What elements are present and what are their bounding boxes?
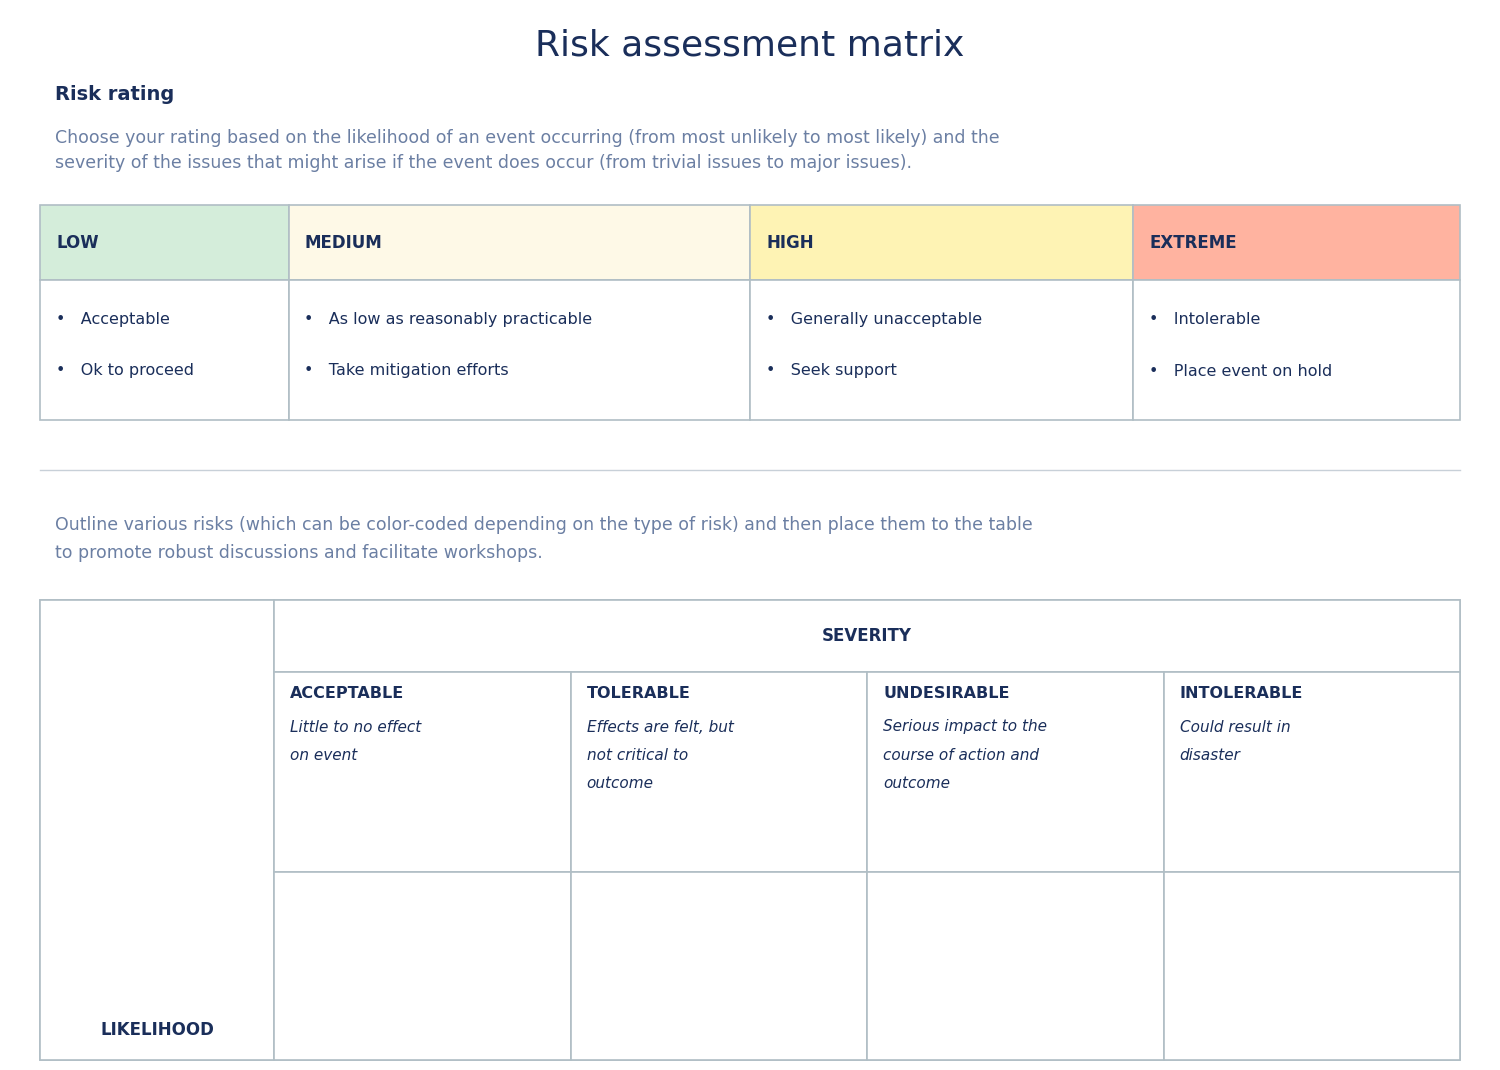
Text: Choose your rating based on the likelihood of an event occurring (from most unli: Choose your rating based on the likeliho… [56,129,999,147]
Text: •   Generally unacceptable: • Generally unacceptable [766,311,982,326]
Text: •   Take mitigation efforts: • Take mitigation efforts [304,364,508,379]
Bar [40,600,1460,1060]
Text: Could result in: Could result in [1179,719,1290,734]
Bar [1134,205,1460,280]
Bar [570,872,867,1060]
Bar [40,280,288,421]
Text: TOLERABLE: TOLERABLE [586,687,690,702]
Text: Risk rating: Risk rating [56,86,174,105]
Text: course of action and: course of action and [884,748,1040,763]
Bar [274,872,570,1060]
Text: HIGH: HIGH [766,233,813,251]
Text: outcome: outcome [586,776,654,791]
Text: Outline various risks (which can be color-coded depending on the type of risk) a: Outline various risks (which can be colo… [56,516,1032,534]
Text: •   Intolerable: • Intolerable [1149,311,1262,326]
Text: disaster: disaster [1179,748,1240,763]
Text: Effects are felt, but: Effects are felt, but [586,719,734,734]
Text: MEDIUM: MEDIUM [304,233,382,251]
Text: •   As low as reasonably practicable: • As low as reasonably practicable [304,311,592,326]
Bar [750,280,1134,421]
Text: Serious impact to the: Serious impact to the [884,719,1047,734]
Bar [288,205,750,280]
Bar [750,205,1134,280]
Text: EXTREME: EXTREME [1149,233,1238,251]
Text: Risk assessment matrix: Risk assessment matrix [536,28,964,62]
Text: outcome: outcome [884,776,950,791]
Bar [40,600,274,1060]
Text: severity of the issues that might arise if the event does occur (from trivial is: severity of the issues that might arise … [56,154,912,172]
Text: LIKELIHOOD: LIKELIHOOD [100,1021,214,1039]
Text: SEVERITY: SEVERITY [822,627,912,645]
Text: ACCEPTABLE: ACCEPTABLE [291,687,405,702]
Text: LOW: LOW [56,233,99,251]
Text: to promote robust discussions and facilitate workshops.: to promote robust discussions and facili… [56,544,543,562]
Text: •   Acceptable: • Acceptable [56,311,170,326]
Bar [570,672,867,872]
Bar [274,672,570,872]
Bar [40,205,288,280]
Text: Little to no effect: Little to no effect [291,719,422,734]
Text: •   Seek support: • Seek support [766,364,897,379]
Bar [288,280,750,421]
Bar [1134,280,1460,421]
Text: •   Place event on hold: • Place event on hold [1149,364,1332,379]
Bar [867,872,1164,1060]
Text: •   Ok to proceed: • Ok to proceed [56,364,194,379]
Bar [867,672,1164,872]
Text: UNDESIRABLE: UNDESIRABLE [884,687,1010,702]
Bar [274,600,1460,672]
Text: on event: on event [291,748,357,763]
Bar [1164,672,1460,872]
Text: not critical to: not critical to [586,748,688,763]
Bar [1164,872,1460,1060]
Text: INTOLERABLE: INTOLERABLE [1179,687,1304,702]
